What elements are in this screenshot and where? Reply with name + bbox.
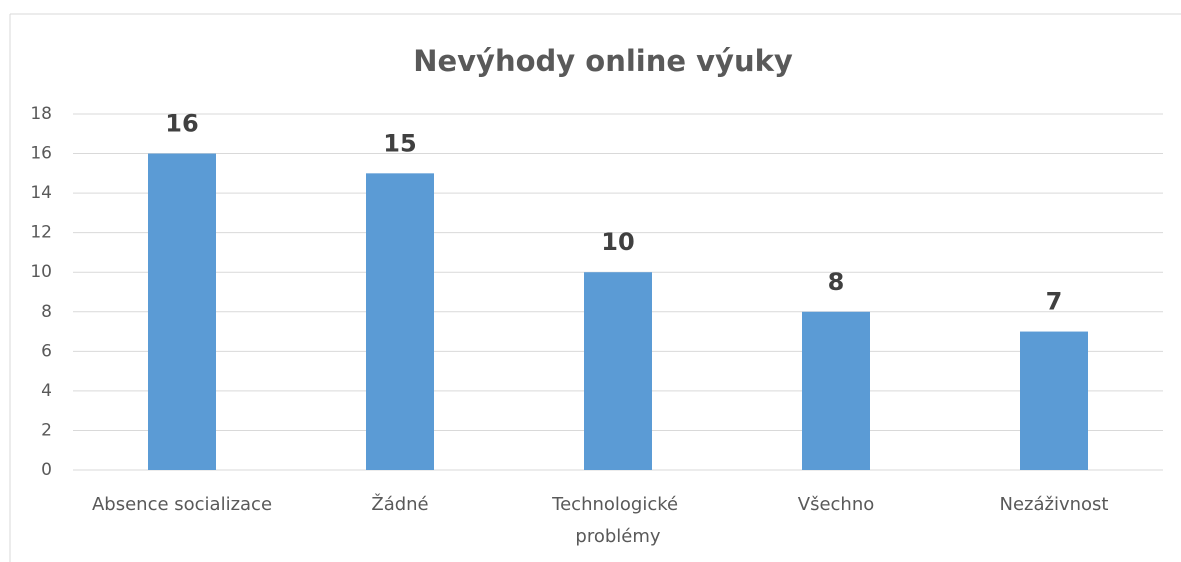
bar [584, 272, 652, 470]
data-label: 7 [1046, 288, 1063, 316]
bar [1020, 331, 1088, 470]
bar [366, 173, 434, 471]
y-tick-label: 6 [41, 341, 52, 361]
x-tick-label: Absence socializace [92, 494, 272, 515]
y-tick-label: 8 [41, 302, 52, 322]
y-tick-label: 12 [30, 223, 52, 243]
y-tick-label: 0 [41, 460, 52, 480]
y-tick-label: 16 [30, 144, 52, 164]
y-tick-label: 18 [30, 104, 52, 124]
data-label: 15 [383, 129, 416, 157]
data-label: 16 [165, 110, 198, 138]
x-tick-label: Žádné [371, 493, 428, 515]
chart-title: Nevýhody online výuky [413, 44, 793, 78]
x-tick-label: Technologické problémy [551, 494, 684, 547]
data-label: 8 [828, 268, 845, 296]
bar [802, 311, 870, 470]
data-label: 10 [601, 228, 634, 256]
x-tick-label: Všechno [798, 494, 875, 515]
y-tick-label: 4 [41, 381, 52, 401]
bar [148, 153, 216, 471]
x-tick-label: Nezáživnost [1000, 494, 1109, 515]
y-tick-label: 2 [41, 420, 52, 440]
y-tick-label: 10 [30, 262, 52, 282]
y-tick-label: 14 [30, 183, 52, 203]
